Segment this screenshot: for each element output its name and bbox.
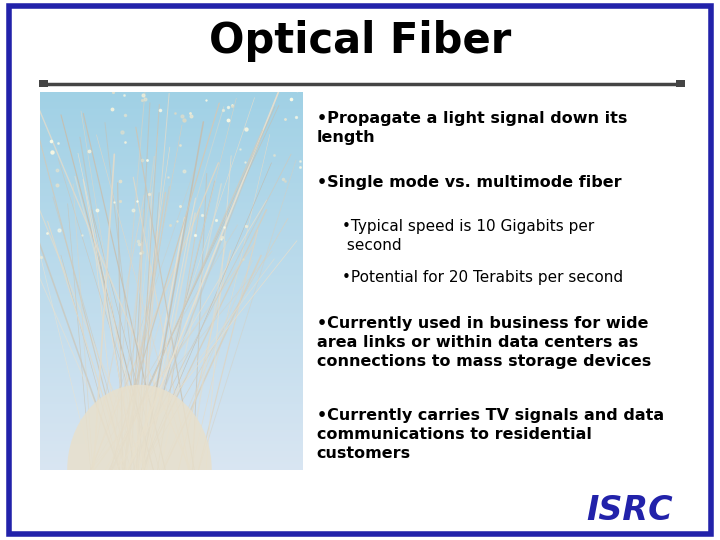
Text: •Single mode vs. multimode fiber: •Single mode vs. multimode fiber xyxy=(317,176,621,191)
Text: •Propagate a light signal down its
length: •Propagate a light signal down its lengt… xyxy=(317,111,627,145)
Ellipse shape xyxy=(67,384,212,540)
Text: Optical Fiber: Optical Fiber xyxy=(209,19,511,62)
Text: •Currently carries TV signals and data
communications to residential
customers: •Currently carries TV signals and data c… xyxy=(317,408,664,461)
Text: ISRC: ISRC xyxy=(587,494,673,527)
Bar xyxy=(676,80,685,87)
Text: •Potential for 20 Terabits per second: •Potential for 20 Terabits per second xyxy=(342,270,623,285)
Text: •Currently used in business for wide
area links or within data centers as
connec: •Currently used in business for wide are… xyxy=(317,316,651,369)
Bar xyxy=(39,80,48,87)
Text: •Typical speed is 10 Gigabits per
 second: •Typical speed is 10 Gigabits per second xyxy=(342,219,594,253)
